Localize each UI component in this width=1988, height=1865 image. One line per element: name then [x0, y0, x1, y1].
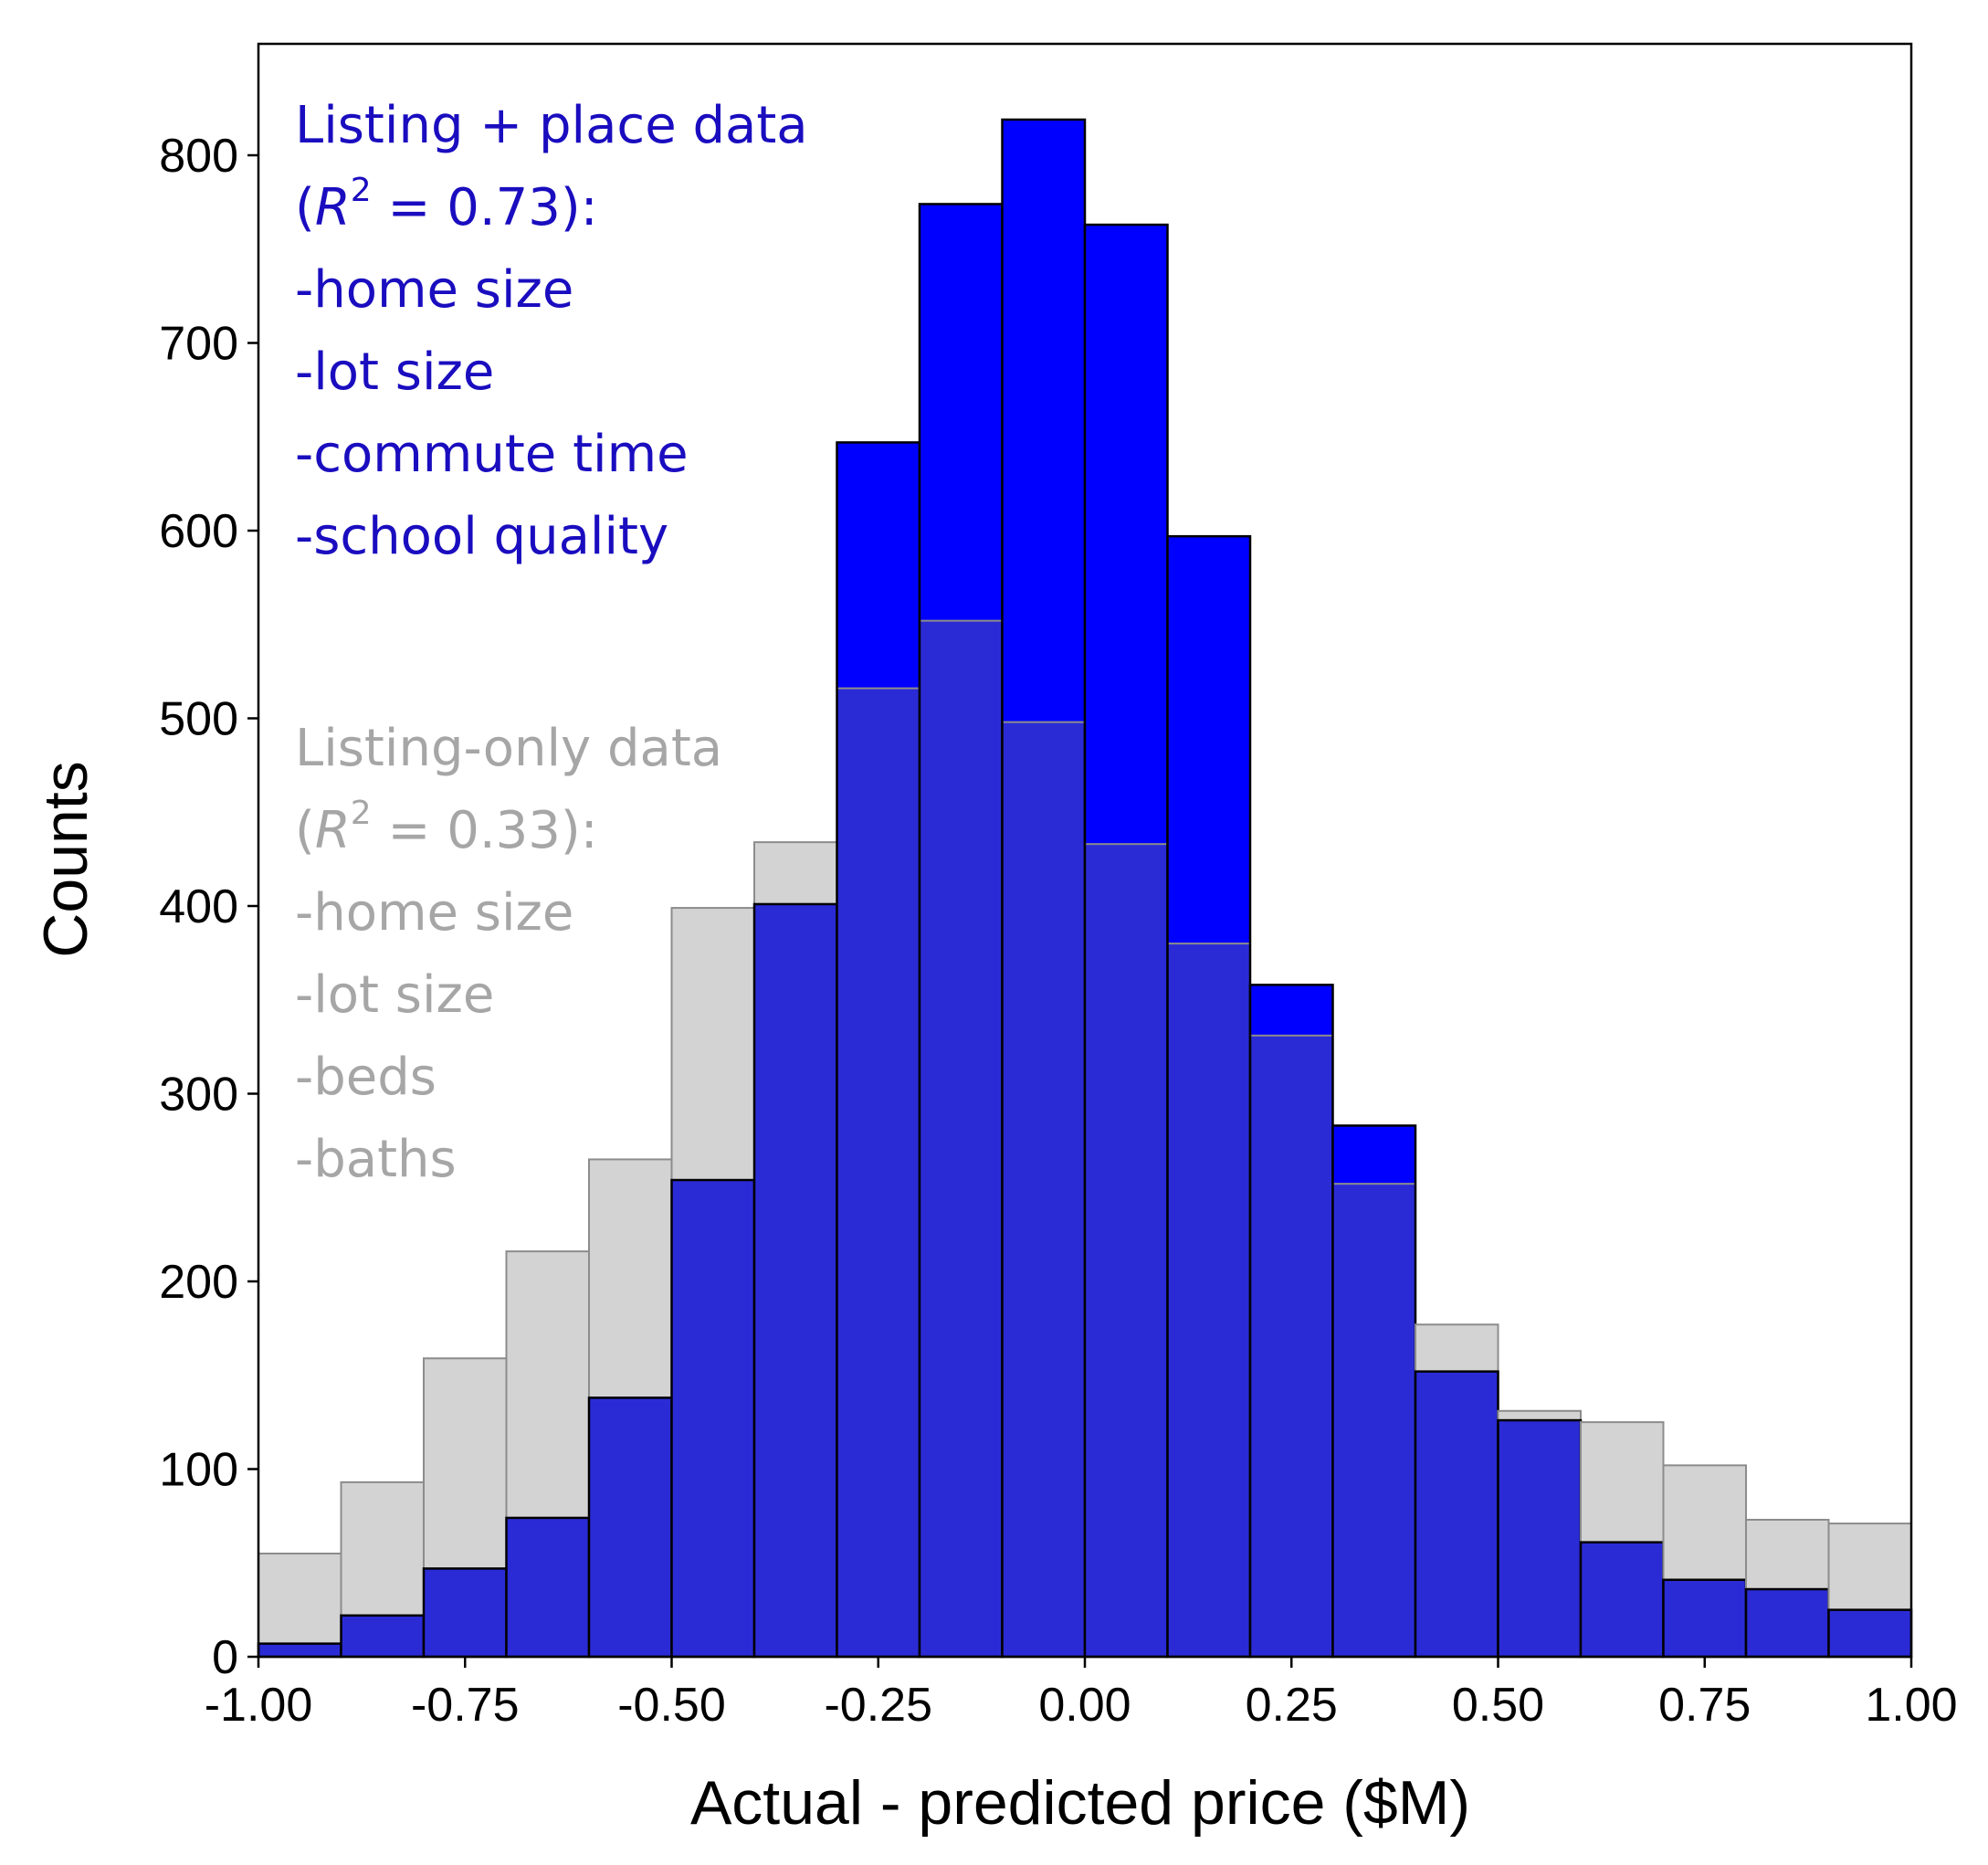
x-tick-label: -0.75: [411, 1679, 520, 1732]
histogram-bar-listing: [1581, 1422, 1664, 1543]
place-feature: -commute time: [295, 425, 689, 484]
histogram-bar-overlap: [1581, 1542, 1664, 1657]
x-tick-label: 0.25: [1246, 1679, 1338, 1732]
histogram-bar-overlap: [1498, 1420, 1581, 1657]
x-axis-title: Actual - predicted price ($M): [690, 1768, 1470, 1838]
histogram-bar-listing: [589, 1159, 672, 1398]
histogram-bar-overlap: [1828, 1609, 1911, 1657]
y-tick-label: 800: [159, 130, 238, 183]
x-tick-label: 0.00: [1038, 1679, 1131, 1732]
histogram-bar-place: [920, 204, 1003, 621]
histogram-bar-overlap: [1746, 1589, 1829, 1657]
histogram-bar-place: [1085, 225, 1168, 845]
histogram-bar-overlap: [1415, 1371, 1499, 1657]
place-feature: -home size: [295, 260, 573, 320]
listing-r2-value: = 0.33):: [372, 801, 598, 860]
listing-r2-exp: 2: [351, 795, 372, 832]
histogram-bar-overlap: [1167, 943, 1250, 1657]
place-r2-exp: 2: [351, 172, 372, 209]
histogram-bar-listing: [754, 842, 837, 904]
place-r2-symbol: R: [315, 178, 351, 237]
histogram-bar-listing: [1415, 1324, 1499, 1372]
x-tick-label: 0.50: [1452, 1679, 1544, 1732]
histogram-bar-listing: [1746, 1519, 1829, 1590]
histogram-bar-overlap: [1663, 1579, 1746, 1657]
y-axis-title: Counts: [31, 761, 100, 957]
histogram-bar-overlap: [754, 903, 837, 1657]
histogram-bar-overlap: [1085, 844, 1168, 1657]
histogram-bar-listing: [671, 908, 754, 1181]
listing-feature: -home size: [295, 883, 573, 943]
listing-annotation: Listing-only data (R2 = 0.33): -home siz…: [295, 719, 722, 1189]
x-tick-label: 1.00: [1865, 1679, 1957, 1732]
listing-feature: -lot size: [295, 965, 494, 1025]
histogram-bar-listing: [1663, 1465, 1746, 1580]
listing-feature: -beds: [295, 1048, 437, 1107]
place-feature: -school quality: [295, 507, 668, 566]
y-tick-label: 600: [159, 505, 238, 558]
histogram-bar-listing: [424, 1358, 507, 1569]
histogram-bar-place: [1002, 119, 1085, 722]
histogram-bar-overlap: [341, 1615, 424, 1657]
y-tick-label: 0: [212, 1631, 238, 1684]
histogram-bar-overlap: [920, 620, 1003, 1657]
listing-annotation-title: Listing-only data: [295, 719, 722, 778]
histogram-bar-listing: [1828, 1523, 1911, 1610]
listing-r2-open: (: [295, 801, 315, 860]
histogram-bar-listing: [1498, 1410, 1581, 1421]
listing-feature: -baths: [295, 1130, 457, 1189]
place-annotation-r2: (R2 = 0.73):: [295, 172, 598, 237]
histogram-bar-overlap: [1250, 1035, 1333, 1657]
histogram-bar-place: [836, 442, 920, 689]
x-tick-label: -0.25: [824, 1679, 932, 1732]
histogram-bar-overlap: [1332, 1184, 1415, 1657]
place-feature: -lot size: [295, 342, 494, 402]
histogram-bar-place: [1332, 1125, 1415, 1185]
histogram-bar-overlap: [671, 1180, 754, 1657]
x-tick-label: 0.75: [1658, 1679, 1751, 1732]
listing-r2-symbol: R: [315, 801, 351, 860]
place-annotation-title: Listing + place data: [295, 96, 808, 155]
y-tick-label: 500: [159, 693, 238, 746]
y-tick-label: 700: [159, 318, 238, 371]
histogram-bar-overlap: [424, 1568, 507, 1657]
place-annotation: Listing + place data (R2 = 0.73): -home …: [295, 96, 808, 566]
place-r2-open: (: [295, 178, 315, 237]
histogram-bar-listing: [258, 1553, 342, 1644]
x-tick-label: -0.50: [617, 1679, 726, 1732]
bars-layer: [257, 118, 1913, 1659]
histogram-bar-overlap: [506, 1517, 589, 1657]
y-tick-label: 300: [159, 1069, 238, 1122]
histogram-bar-overlap: [589, 1397, 672, 1657]
histogram-bar-listing: [506, 1251, 589, 1518]
histogram-bar-listing: [341, 1481, 424, 1616]
place-r2-value: = 0.73):: [372, 178, 598, 237]
y-tick-label: 200: [159, 1256, 238, 1309]
histogram-bar-overlap: [258, 1643, 342, 1657]
histogram-bar-overlap: [836, 688, 920, 1657]
histogram-bar-place: [1250, 985, 1333, 1036]
y-tick-label: 400: [159, 880, 238, 933]
x-tick-label: -1.00: [205, 1679, 313, 1732]
histogram-bar-overlap: [1002, 722, 1085, 1657]
listing-annotation-r2: (R2 = 0.33):: [295, 795, 598, 860]
y-tick-label: 100: [159, 1444, 238, 1497]
axes-layer: 0 100 200 300 400 500 600 700 800 -1.00 -0.75 -0.50…: [159, 42, 1958, 1732]
histogram-bar-place: [1167, 536, 1250, 944]
